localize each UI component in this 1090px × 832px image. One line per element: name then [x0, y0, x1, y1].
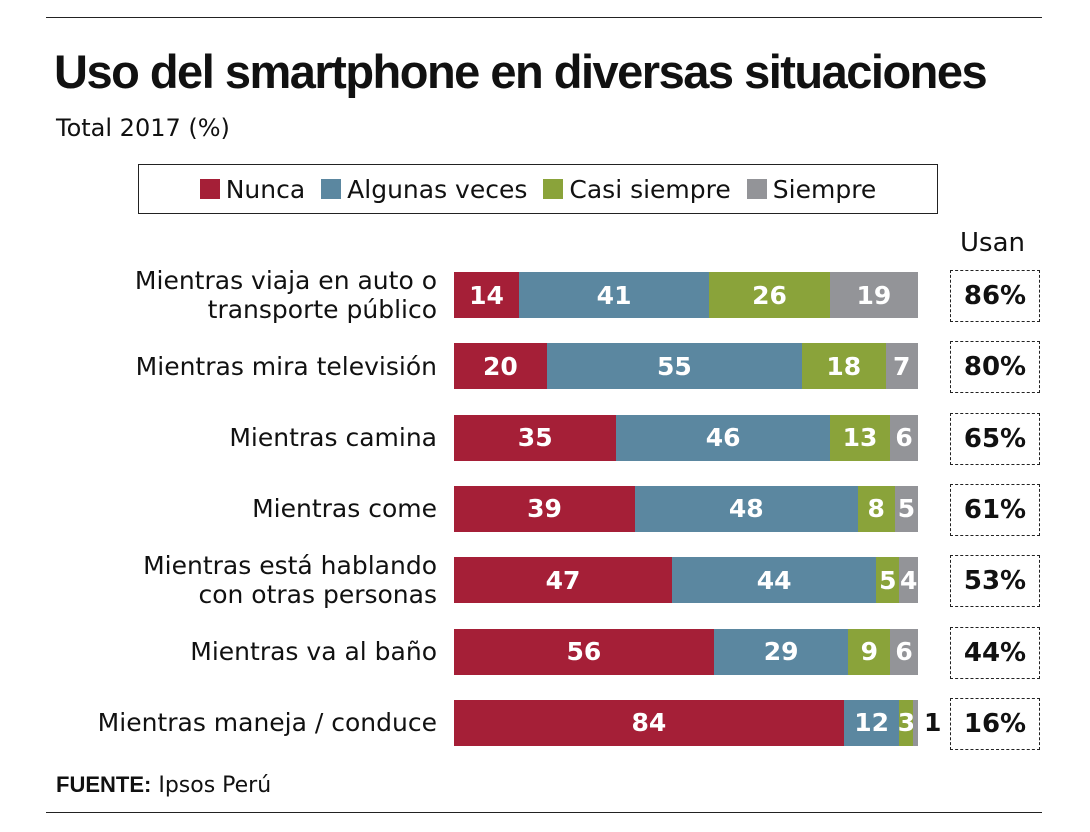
bar-segment-siempre: 19 — [829, 272, 918, 318]
bar-segment-nunca: 35 — [454, 414, 617, 461]
data-label: 6 — [895, 637, 913, 666]
bar-segment-nunca: 14 — [454, 272, 519, 318]
data-label: 13 — [842, 423, 878, 453]
bar-segment-nunca: 20 — [454, 343, 547, 390]
usan-value: 44% — [950, 626, 1040, 679]
legend-label: Algunas veces — [347, 174, 528, 204]
data-label: 35 — [517, 423, 553, 453]
legend-swatch — [199, 179, 220, 199]
usan-value: 86% — [950, 270, 1040, 322]
data-label: 12 — [854, 708, 889, 738]
bar-segment-siempre: 5 — [894, 485, 918, 532]
bar-segment-algunas-veces: 44 — [672, 557, 877, 604]
bar-segment-algunas-veces: 41 — [518, 272, 710, 318]
bar-segment-algunas-veces: 29 — [713, 628, 849, 675]
bar-segment-siempre: 6 — [890, 414, 918, 461]
legend-swatch — [746, 179, 767, 199]
data-label: 84 — [631, 708, 667, 738]
data-label: 20 — [483, 351, 518, 381]
legend-item: Nunca — [199, 174, 306, 204]
usan-value: 61% — [950, 483, 1040, 536]
data-label: 8 — [867, 494, 885, 524]
data-label: 48 — [728, 494, 764, 524]
usan-value: 53% — [950, 555, 1040, 608]
source-note: FUENTE: Ipsos Perú — [56, 772, 271, 798]
usan-value: 80% — [950, 341, 1040, 394]
bar-segment-siempre: 7 — [885, 343, 918, 390]
category-label: Mientras va al baño — [190, 637, 437, 666]
legend: Nunca Algunas veces Casi siempre Siempre — [138, 164, 938, 214]
usan-header: Usan — [960, 228, 1025, 258]
data-label: 39 — [527, 494, 562, 524]
bar-segment-nunca: 84 — [454, 699, 844, 746]
bar-segment-casi-siempre: 9 — [848, 628, 891, 675]
data-label: 44 — [756, 565, 792, 595]
bar-segment-nunca: 47 — [454, 557, 673, 604]
chart-subtitle: Total 2017 (%) — [56, 114, 230, 142]
data-label: 4 — [900, 565, 918, 595]
legend-item: Casi siempre — [543, 174, 731, 204]
data-label: 55 — [656, 351, 692, 381]
usan-value: 16% — [950, 697, 1040, 750]
data-label: 6 — [895, 423, 913, 453]
source-label: FUENTE: — [56, 772, 152, 797]
data-label: 14 — [469, 280, 504, 310]
data-label: 46 — [705, 423, 741, 453]
category-label: Mientras está hablando con otras personas — [143, 551, 437, 610]
bar-segment-casi-siempre: 3 — [897, 699, 916, 746]
data-label: 7 — [893, 351, 911, 381]
chart-title: Uso del smartphone en diversas situacion… — [54, 45, 988, 98]
data-label: 41 — [596, 280, 632, 310]
bottom-rule — [46, 812, 1042, 813]
bar-segment-siempre — [913, 699, 918, 746]
bar-segment-siempre: 4 — [899, 557, 918, 604]
data-label: 47 — [545, 565, 581, 595]
legend-swatch — [543, 179, 564, 199]
bar-segment-casi-siempre: 13 — [829, 414, 891, 461]
bar-segment-algunas-veces: 48 — [634, 485, 858, 532]
legend-label: Siempre — [772, 174, 877, 204]
category-label: Mientras come — [252, 494, 437, 524]
data-label: 56 — [566, 637, 602, 666]
bar-segment-algunas-veces: 55 — [546, 343, 802, 390]
bar-segment-siempre: 6 — [890, 628, 918, 675]
usan-value: 65% — [950, 412, 1040, 465]
bar-segment-algunas-veces: 12 — [843, 699, 900, 746]
source-text: Ipsos Perú — [158, 773, 272, 798]
legend-swatch — [321, 179, 342, 199]
data-label: 3 — [897, 708, 916, 738]
bar-segment-casi-siempre: 18 — [802, 343, 886, 390]
data-label: 9 — [860, 637, 878, 666]
data-label: 29 — [763, 637, 799, 666]
category-label: Mientras viaja en auto o transporte públi… — [134, 266, 437, 324]
data-label: 26 — [752, 280, 787, 310]
bar-segment-casi-siempre: 5 — [876, 557, 900, 604]
legend-item: Algunas veces — [321, 175, 527, 204]
data-label: 18 — [826, 351, 862, 381]
top-rule — [46, 17, 1042, 18]
category-label: Mientras mira televisión — [135, 351, 437, 381]
legend-label: Nunca — [225, 174, 306, 204]
bar-segment-algunas-veces: 46 — [616, 414, 830, 461]
data-label: 19 — [856, 280, 892, 310]
bar-segment-casi-siempre: 26 — [709, 272, 830, 318]
legend-label: Casi siempre — [569, 174, 731, 204]
legend-item: Siempre — [746, 174, 877, 204]
bar-segment-nunca: 56 — [454, 628, 714, 675]
data-label: 5 — [879, 565, 897, 595]
bar-segment-nunca: 39 — [454, 485, 635, 532]
category-label: Mientras camina — [229, 423, 437, 453]
data-label: 5 — [897, 494, 916, 524]
category-label: Mientras maneja / conduce — [97, 708, 437, 738]
bar-segment-casi-siempre: 8 — [857, 485, 895, 532]
data-label: 1 — [924, 707, 942, 737]
